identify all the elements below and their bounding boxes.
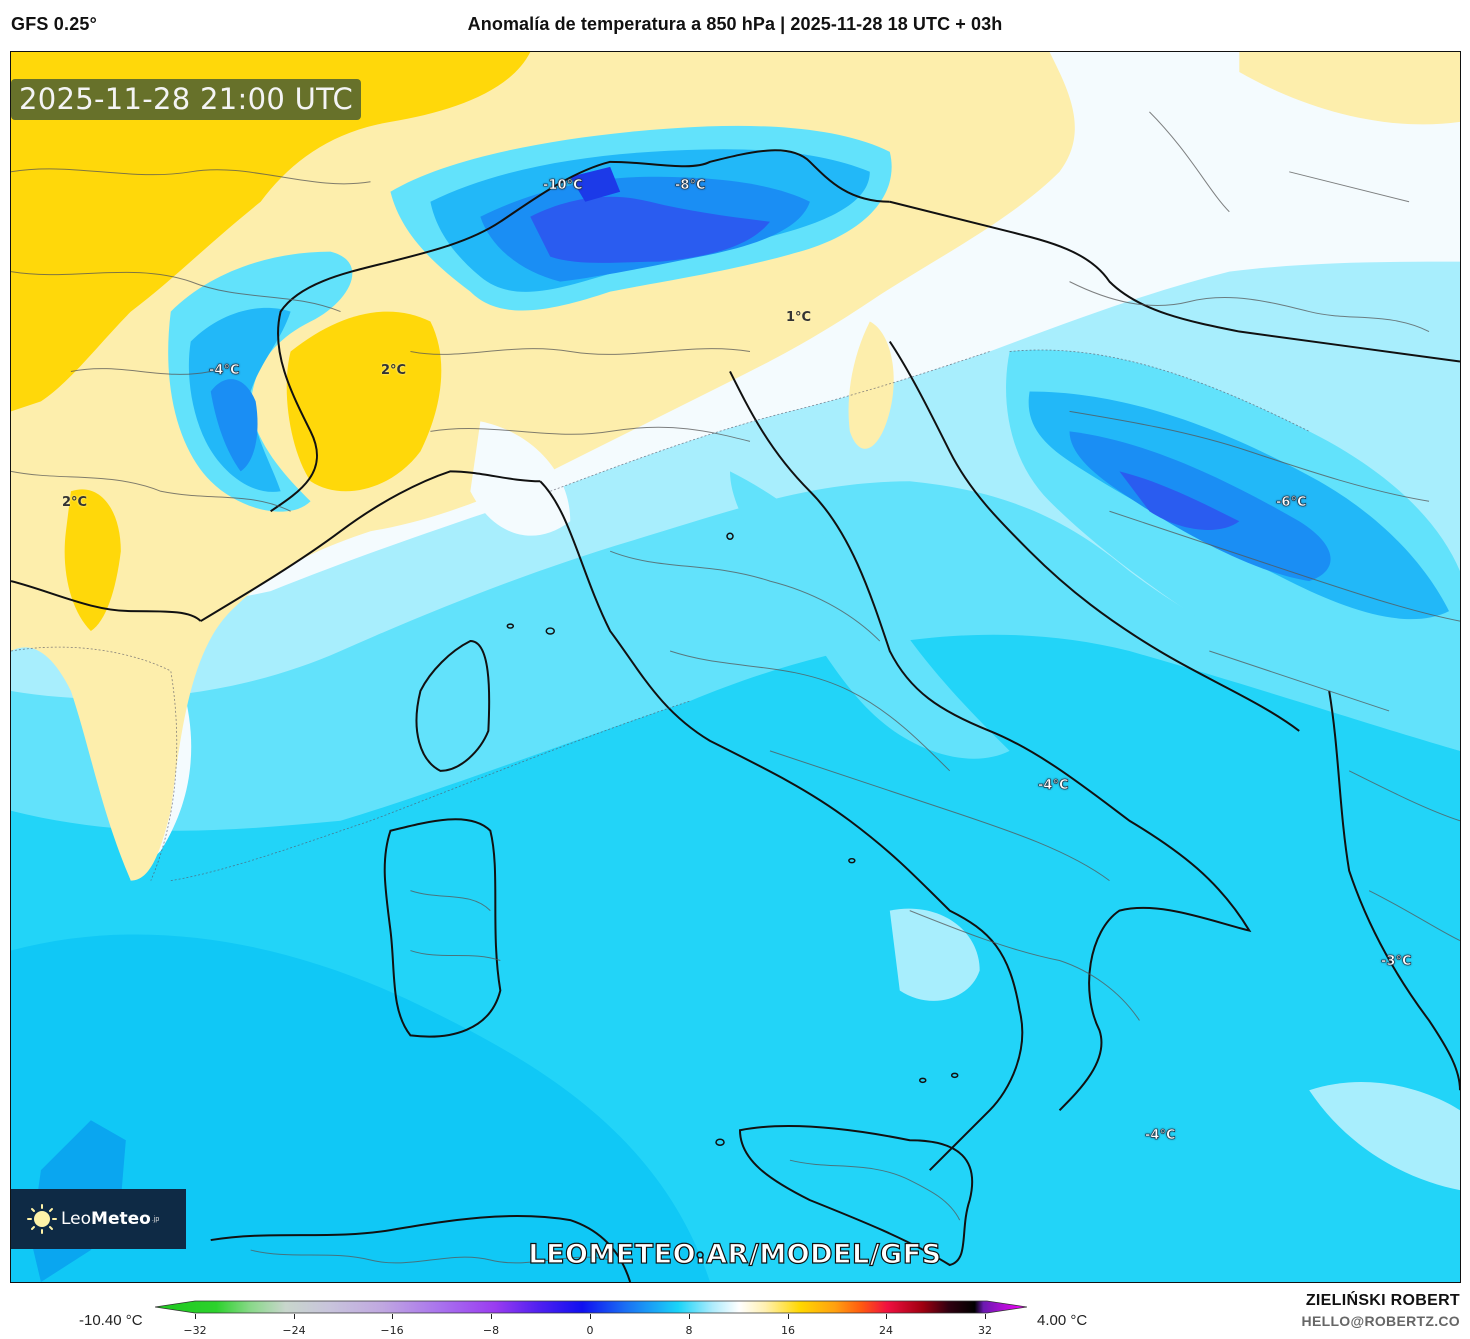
logo-brand-light: Leo <box>61 1209 92 1229</box>
tick-label: 16 <box>781 1324 795 1337</box>
sun-icon <box>27 1204 57 1234</box>
contour-label: -10°C <box>543 178 583 194</box>
colorbar-min-label: -10.40 °C <box>79 1312 143 1329</box>
leometeo-logo[interactable]: LeoMeteo .jp <box>11 1189 186 1249</box>
tick-label: −8 <box>482 1324 500 1337</box>
contour-label: -4°C <box>1038 778 1069 794</box>
colorbar-ticks: −32 −24 −16 −8 0 8 16 24 32 <box>0 1314 1470 1339</box>
watermark-url: LEOMETEO.AR/MODEL/GFS <box>528 1238 942 1270</box>
contour-label: 2°C <box>62 495 88 510</box>
logo-text: LeoMeteo <box>61 1209 151 1229</box>
contour-label: -4°C <box>1145 1128 1176 1144</box>
anomaly-field <box>11 52 1460 1282</box>
tick-label: 8 <box>685 1324 693 1337</box>
valid-time-badge: 2025-11-28 21:00 UTC <box>11 79 362 120</box>
author-email[interactable]: HELLO@ROBERTZ.CO <box>1301 1313 1460 1329</box>
tick-label: 32 <box>978 1324 992 1337</box>
author-name: ZIELIŃSKI ROBERT <box>1305 1292 1460 1309</box>
contour-label: -4°C <box>209 363 240 379</box>
tick-label: −32 <box>183 1324 207 1337</box>
contour-label: 1°C <box>786 310 812 325</box>
page-title: Anomalía de temperatura a 850 hPa | 2025… <box>467 14 1003 34</box>
contour-label: -3°C <box>1381 954 1412 970</box>
logo-tld: .jp <box>151 1215 160 1223</box>
colorbar <box>155 1300 1027 1314</box>
contour-label: 2°C <box>381 363 407 378</box>
author-block: ZIELIŃSKI ROBERT HELLO@ROBERTZ.CO <box>1302 1292 1460 1329</box>
tick-label: 0 <box>586 1324 594 1337</box>
tick-label: −16 <box>380 1324 404 1337</box>
logo-brand-bold: Meteo <box>91 1209 151 1229</box>
colorbar-max-label: 4.00 °C <box>1037 1312 1088 1329</box>
contour-label: -8°C <box>675 178 706 194</box>
temperature-anomaly-map: -10°C -8°C -4°C 2°C 1°C 2°C -6°C -4°C -3… <box>10 51 1461 1283</box>
tick-label: 24 <box>879 1324 893 1337</box>
contour-label: -6°C <box>1276 495 1307 511</box>
tick-label: −24 <box>282 1324 306 1337</box>
model-label: GFS 0.25° <box>11 14 98 34</box>
